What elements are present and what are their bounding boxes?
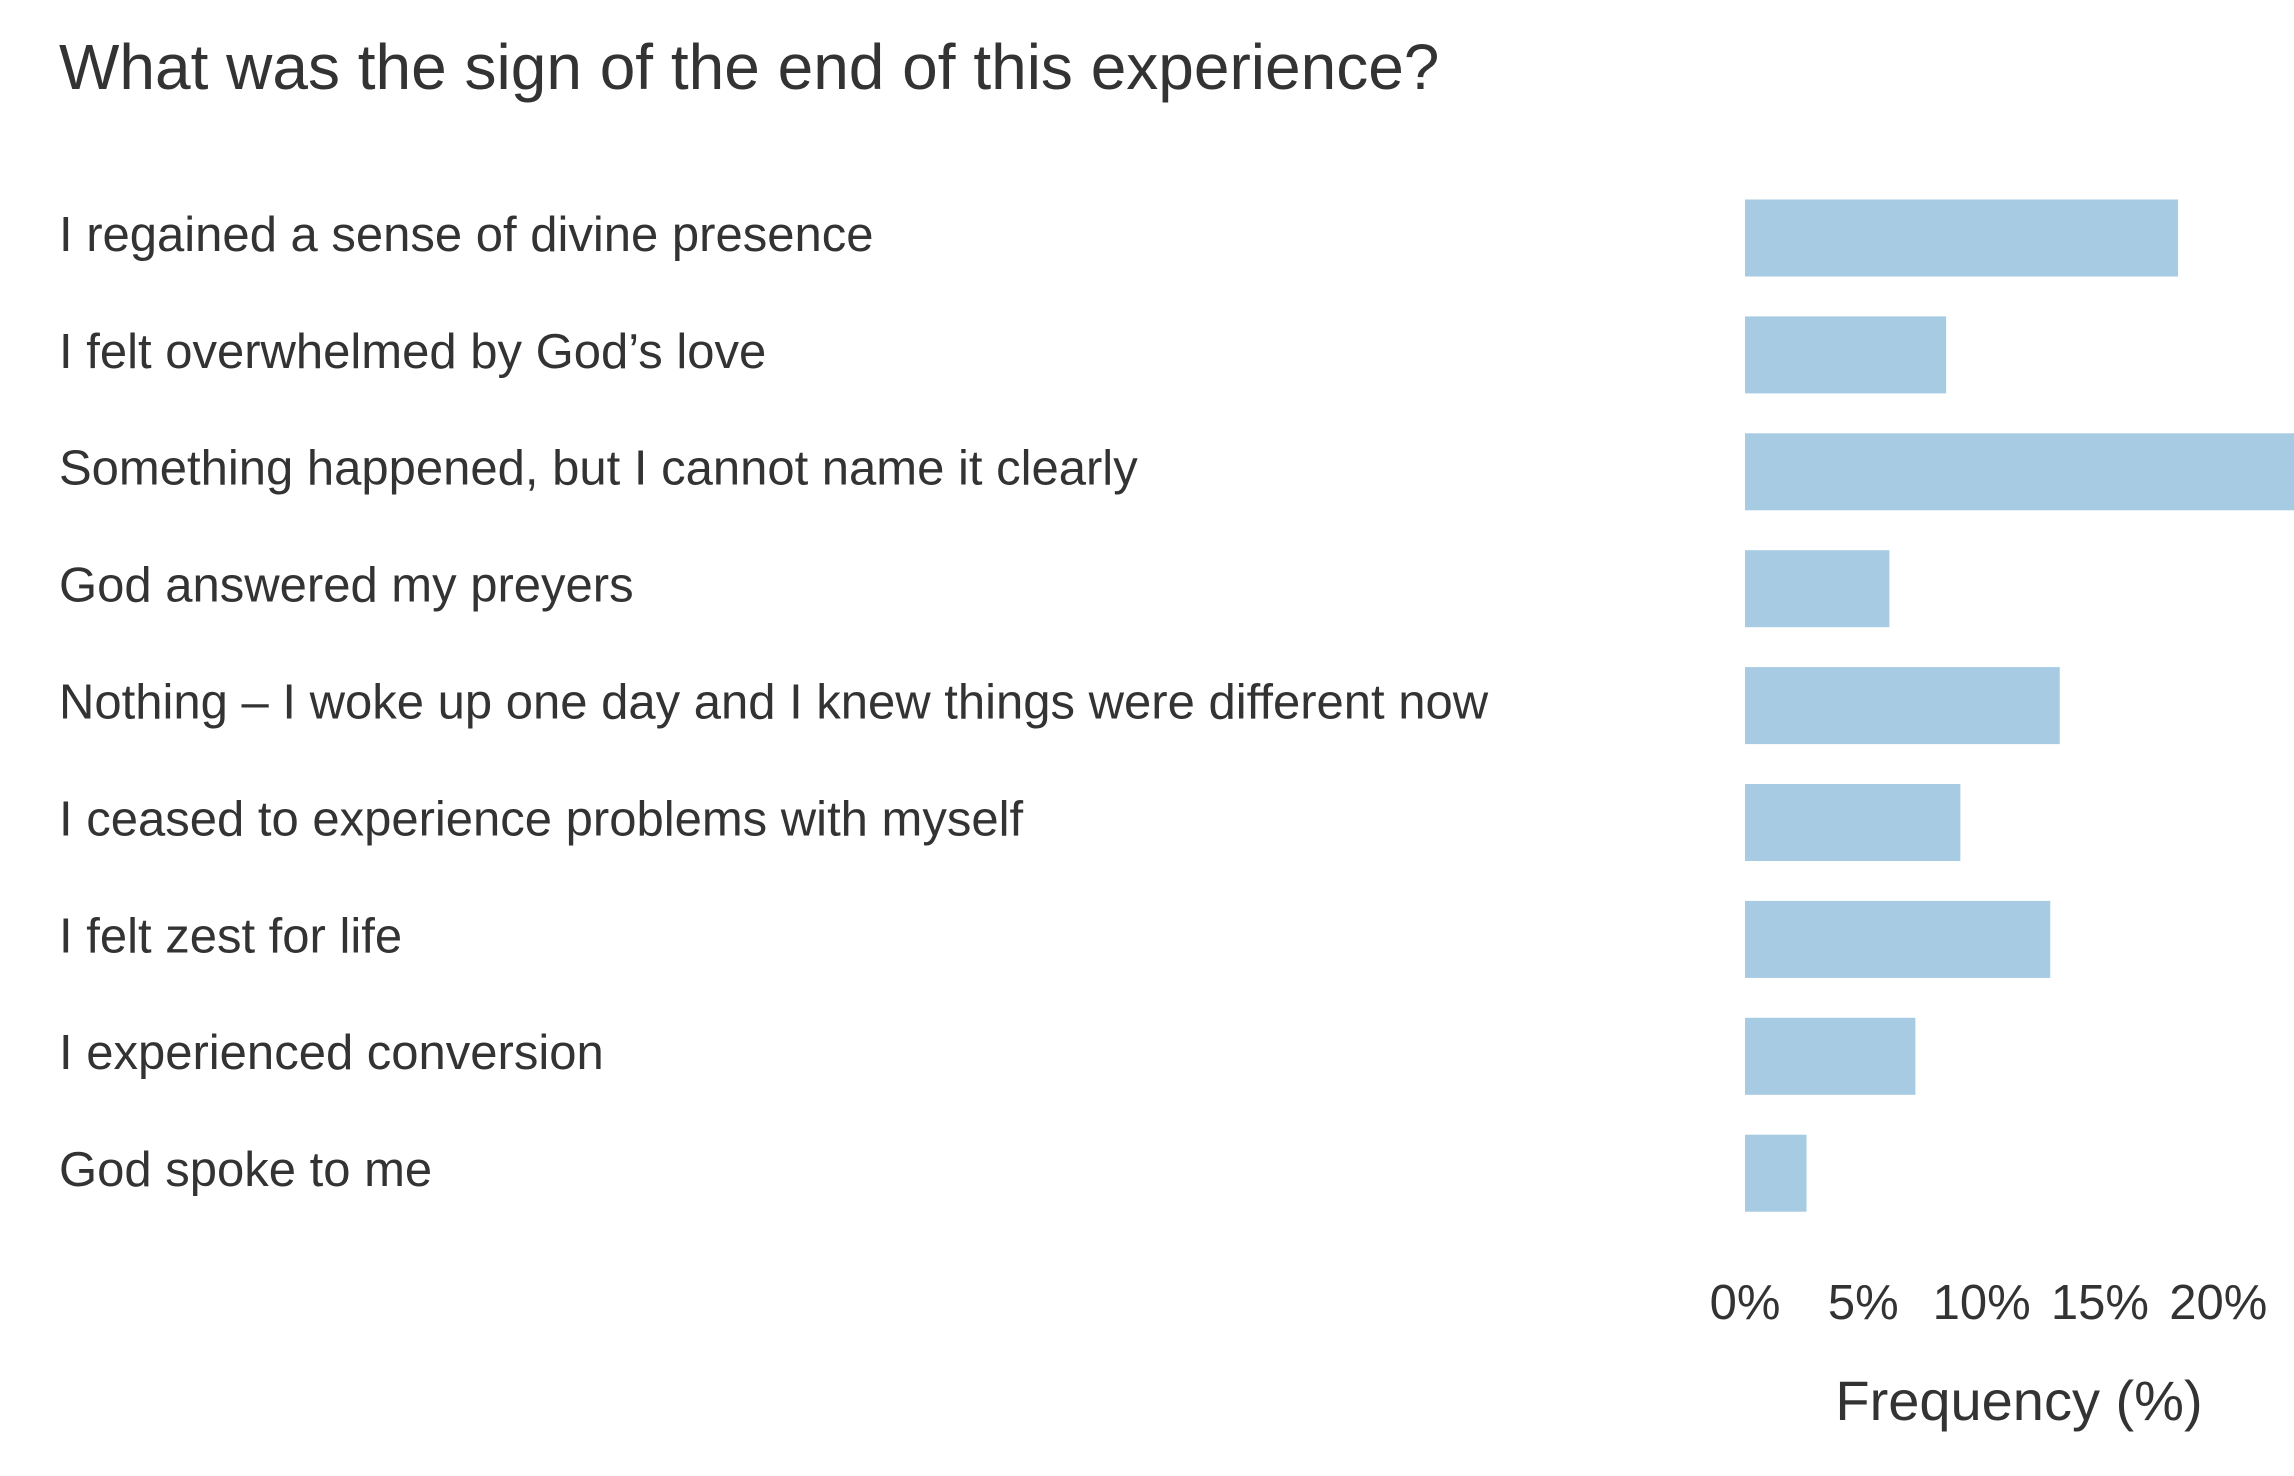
x-tick-label: 10% (1933, 1276, 2031, 1330)
y-tick-label: God answered my preyers (59, 559, 634, 613)
y-tick-label: I experienced conversion (59, 1026, 604, 1080)
y-tick-label: I ceased to experience problems with mys… (59, 792, 1023, 846)
y-tick-label: Something happened, but I cannot name it… (59, 442, 1138, 496)
x-tick-label: 5% (1828, 1276, 1899, 1330)
x-tick-label: 15% (2051, 1276, 2149, 1330)
x-axis-title: Frequency (%) (1835, 1369, 2202, 1432)
bar (1745, 667, 2060, 745)
y-tick-label: God spoke to me (59, 1143, 432, 1197)
y-tick-label: I felt zest for life (59, 909, 402, 963)
x-tick-label: 20% (2169, 1276, 2267, 1330)
chart-title: What was the sign of the end of this exp… (59, 31, 1439, 103)
y-tick-label: I felt overwhelmed by God’s love (59, 325, 766, 379)
bar (1745, 433, 2294, 511)
bar (1745, 1017, 1916, 1095)
bar (1745, 199, 2179, 277)
bar (1745, 784, 1961, 861)
x-tick-label: 0% (1710, 1276, 1781, 1330)
y-tick-label: I regained a sense of divine presence (59, 208, 873, 262)
bar (1745, 550, 1890, 628)
bar (1745, 900, 2051, 978)
y-tick-label: Nothing – I woke up one day and I knew t… (59, 676, 1489, 730)
bar (1745, 1134, 1807, 1212)
bar (1745, 316, 1947, 394)
